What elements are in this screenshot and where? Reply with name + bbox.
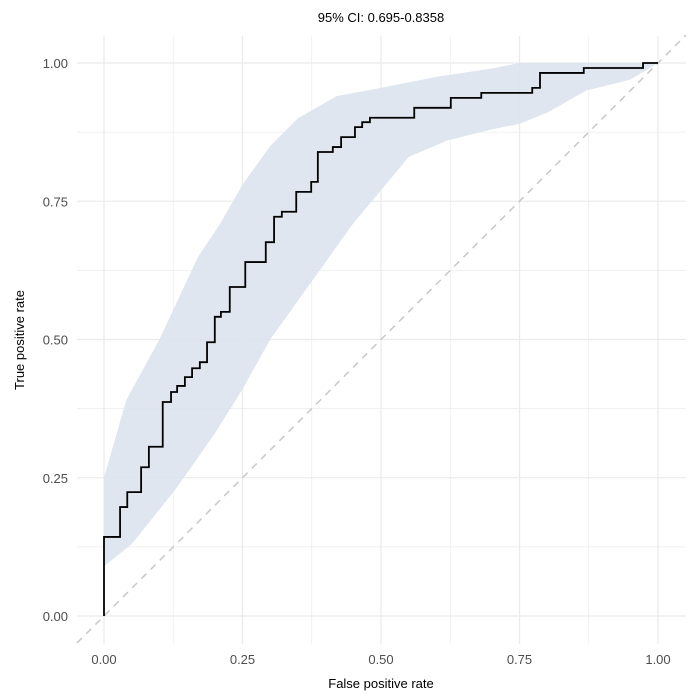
chart-title: 95% CI: 0.695-0.8358 <box>318 10 444 25</box>
x-axis-label: False positive rate <box>328 676 434 691</box>
y-tick-label: 0.25 <box>43 471 68 486</box>
x-tick-label: 1.00 <box>645 652 670 667</box>
y-axis-label: True positive rate <box>12 290 27 390</box>
x-tick-label: 0.25 <box>230 652 255 667</box>
reference-diagonal <box>76 34 687 644</box>
y-tick-label: 1.00 <box>43 56 68 71</box>
x-tick-label: 0.75 <box>507 652 532 667</box>
roc-curve <box>103 62 658 616</box>
x-tick-label: 0.50 <box>368 652 393 667</box>
y-tick-label: 0.00 <box>43 609 68 624</box>
y-tick-label: 0.50 <box>43 333 68 348</box>
y-axis-ticks: 0.00 0.25 0.50 0.75 1.00 <box>43 56 68 624</box>
ci-band <box>104 63 658 567</box>
x-tick-label: 0.00 <box>91 652 116 667</box>
x-axis-ticks: 0.00 0.25 0.50 0.75 1.00 <box>91 652 670 667</box>
y-tick-label: 0.75 <box>43 194 68 209</box>
